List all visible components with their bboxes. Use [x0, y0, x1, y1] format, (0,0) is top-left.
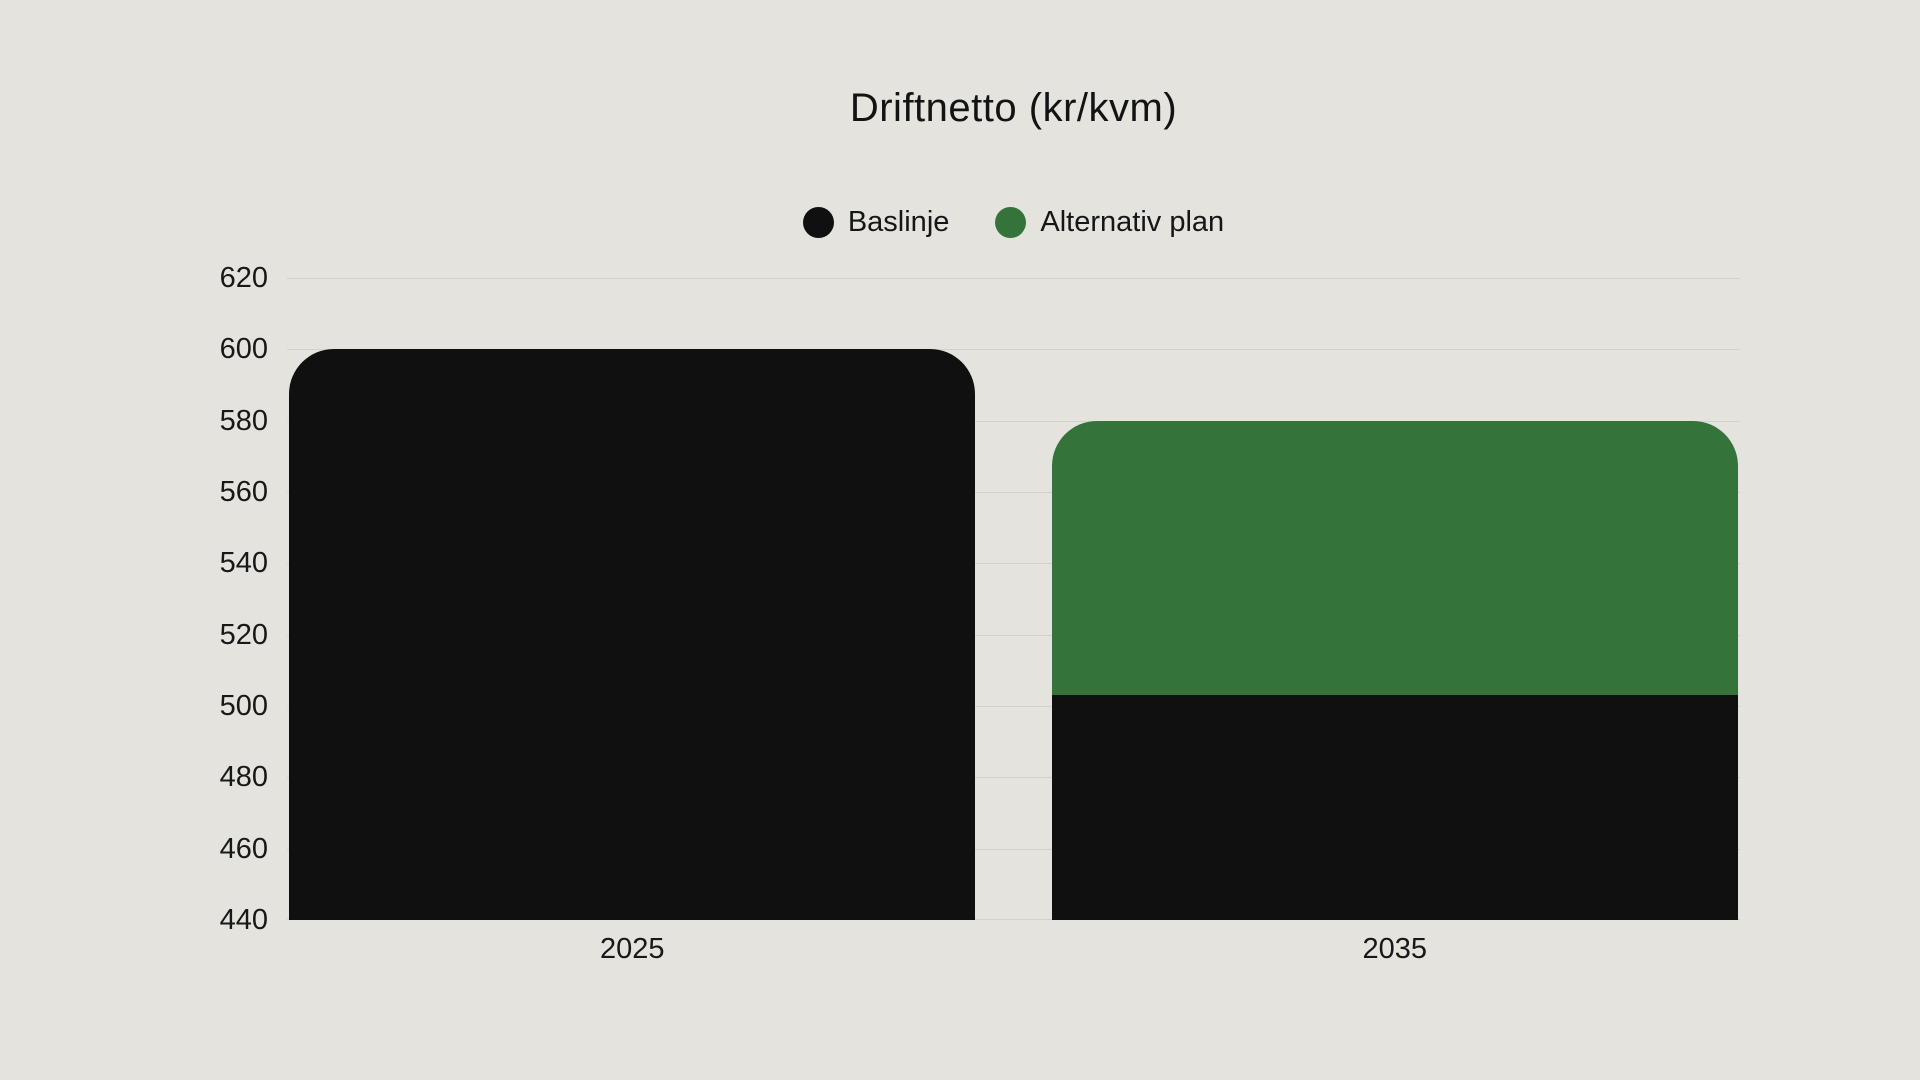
gridline — [287, 492, 1740, 493]
gridline — [287, 349, 1740, 351]
legend-item-alternativ-plan: Alternativ plan — [995, 204, 1224, 240]
gridline — [287, 848, 1740, 850]
legend-color-dot-icon — [802, 206, 834, 238]
gridline — [287, 634, 1740, 636]
y-axis-tick-label: 560 — [219, 476, 268, 508]
y-axis-tick-label: 440 — [219, 904, 268, 936]
gridline — [287, 278, 1740, 279]
x-axis-tick-label: 2025 — [599, 933, 665, 965]
gridline — [287, 919, 1740, 920]
y-axis-tick-label: 460 — [219, 832, 268, 865]
y-axis-tick-label: 500 — [219, 690, 268, 722]
legend: Baslinje Alternativ plan — [287, 204, 1740, 240]
gridline — [287, 777, 1740, 779]
x-axis-tick-label: 2035 — [1362, 933, 1428, 965]
chart-title: Driftnetto (kr/kvm) — [849, 86, 1178, 130]
y-axis-tick-label: 520 — [219, 618, 268, 651]
legend-color-dot-icon — [995, 206, 1027, 238]
y-axis-tick-label: 580 — [219, 404, 268, 437]
bar-baslinje-2025 — [289, 349, 976, 920]
gridline — [287, 706, 1740, 707]
y-axis-tick-label: 540 — [219, 547, 268, 580]
plot-area: 2025 2035 — [287, 278, 1740, 965]
legend-label: Baslinje — [847, 206, 950, 238]
bar-alternativ-plan-2035 — [1051, 420, 1738, 696]
gridline — [287, 420, 1740, 422]
legend-label: Alternativ plan — [1040, 206, 1225, 238]
y-axis-tick-label: 480 — [219, 761, 268, 794]
gridline — [287, 563, 1740, 565]
legend-item-baslinje: Baslinje — [802, 204, 950, 240]
y-axis-tick-label: 620 — [219, 262, 268, 294]
bar-baslinje-2035 — [1051, 695, 1738, 920]
y-axis-tick-label: 600 — [219, 333, 268, 366]
